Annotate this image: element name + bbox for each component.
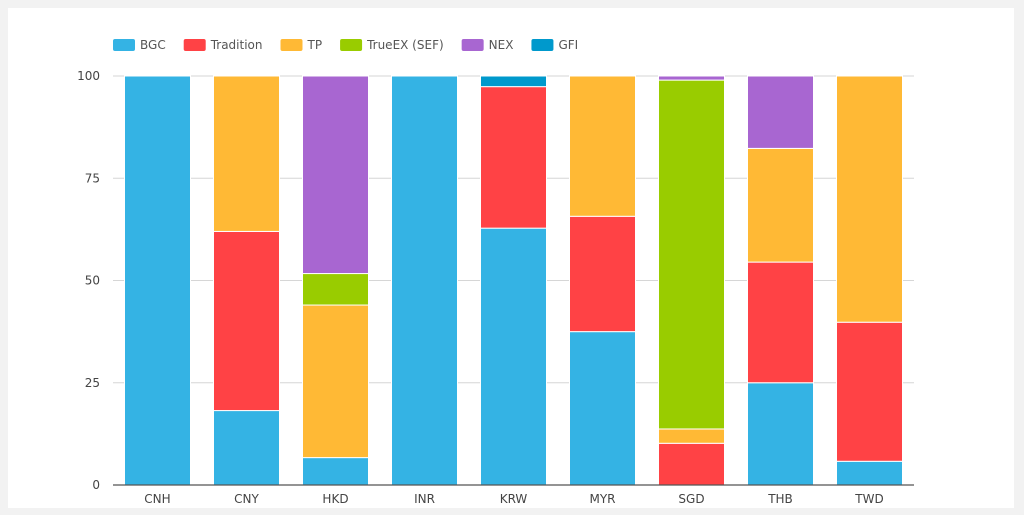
legend-swatch [531, 39, 554, 51]
bar-cnh-bgc[interactable] [124, 75, 191, 486]
legend-item-bgc[interactable]: BGC [113, 38, 166, 52]
bar-hkd-tp[interactable] [302, 304, 369, 459]
x-tick-label: INR [414, 492, 435, 506]
bar-thb-bgc[interactable] [747, 382, 814, 486]
x-tick-label: CNY [234, 492, 259, 506]
legend-item-tp[interactable]: TP [280, 38, 323, 52]
bar-sgd-tp[interactable] [658, 428, 725, 444]
bar-thb-tradition[interactable] [747, 261, 814, 384]
bar-cny-bgc[interactable] [213, 410, 280, 486]
bar-sgd-nex[interactable] [658, 75, 725, 81]
bars [124, 75, 903, 486]
bar-hkd-bgc[interactable] [302, 457, 369, 486]
y-tick-label: 100 [77, 69, 100, 83]
bar-cny-tradition[interactable] [213, 230, 280, 412]
legend-item-tradition[interactable]: Tradition [183, 38, 263, 52]
bar-myr-bgc[interactable] [569, 331, 636, 486]
x-tick-label: TWD [854, 492, 883, 506]
bar-cny-tp[interactable] [213, 75, 280, 232]
legend-label: TP [307, 38, 323, 52]
legend-label: BGC [140, 38, 166, 52]
bar-myr-tp[interactable] [569, 75, 636, 217]
y-tick-label: 0 [92, 478, 100, 492]
x-tick-label: CNH [144, 492, 170, 506]
bar-sgd-tradition[interactable] [658, 442, 725, 486]
bar-thb-nex[interactable] [747, 75, 814, 149]
legend-item-nex[interactable]: NEX [461, 38, 514, 52]
y-tick-label: 75 [85, 171, 100, 185]
x-tick-label: MYR [589, 492, 615, 506]
legend-label: TrueEX (SEF) [366, 38, 444, 52]
bar-krw-tradition[interactable] [480, 86, 547, 229]
legend-swatch [340, 39, 363, 51]
y-tick-label: 25 [85, 376, 100, 390]
legend-label: Tradition [210, 38, 263, 52]
legend-label: NEX [489, 38, 514, 52]
stacked-bar-chart: BGC Tradition TP TrueEX (SEF) NEX GFI CNH CNY H… [77, 38, 914, 506]
x-tick-label: HKD [322, 492, 348, 506]
bar-thb-tp[interactable] [747, 147, 814, 263]
legend-swatch [183, 39, 206, 51]
legend-swatch [461, 39, 484, 51]
bar-krw-gfi[interactable] [480, 75, 547, 88]
legend-item-gfi[interactable]: GFI [531, 38, 578, 52]
bar-twd-bgc[interactable] [836, 460, 903, 486]
legend-item-trueex-sef[interactable]: TrueEX (SEF) [340, 38, 444, 52]
legend-label: GFI [558, 38, 578, 52]
bar-twd-tp[interactable] [836, 75, 903, 323]
bar-inr-bgc[interactable] [391, 75, 458, 486]
bar-hkd-nex[interactable] [302, 75, 369, 275]
bar-sgd-trueex-sef[interactable] [658, 79, 725, 430]
bar-myr-tradition[interactable] [569, 215, 636, 333]
y-axis: 0 25 50 75 100 [77, 69, 100, 492]
legend-swatch [113, 39, 135, 51]
legend-swatch [280, 39, 303, 51]
x-tick-label: SGD [678, 492, 704, 506]
chart-panel: BGC Tradition TP TrueEX (SEF) NEX GFI CNH CNY H… [8, 8, 1014, 508]
x-axis: CNH CNY HKD INR KRW MYR SGD THB TWD [113, 484, 914, 506]
legend: BGC Tradition TP TrueEX (SEF) NEX GFI [113, 38, 578, 52]
bar-krw-bgc[interactable] [480, 227, 547, 486]
x-tick-label: THB [767, 492, 793, 506]
x-tick-label: KRW [500, 492, 528, 506]
y-tick-label: 50 [85, 274, 100, 288]
bar-hkd-trueex-sef[interactable] [302, 273, 369, 306]
bar-twd-tradition[interactable] [836, 321, 903, 462]
